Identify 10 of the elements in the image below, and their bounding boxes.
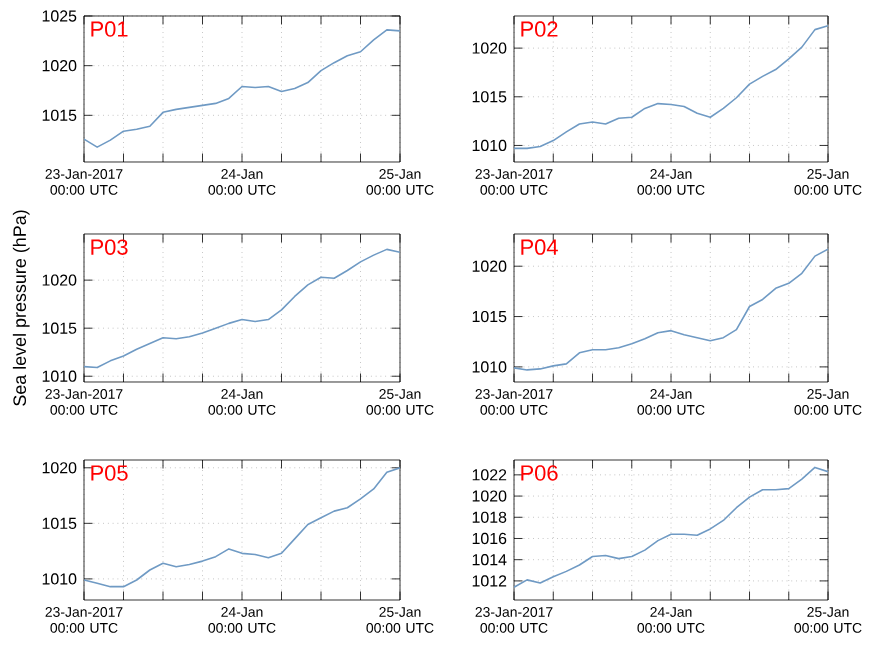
annotation: P02	[521, 21, 558, 37]
line-series	[514, 24, 829, 150]
annotation: P06	[521, 465, 558, 481]
line-series	[84, 466, 401, 588]
annotation: P05	[91, 465, 128, 481]
line-series	[514, 466, 829, 589]
annotation: P04	[521, 239, 558, 255]
annotation: P03	[91, 239, 128, 255]
annotation: P01	[91, 21, 128, 37]
y-axis-title: Sea level pressure (hPa)	[12, 210, 30, 406]
